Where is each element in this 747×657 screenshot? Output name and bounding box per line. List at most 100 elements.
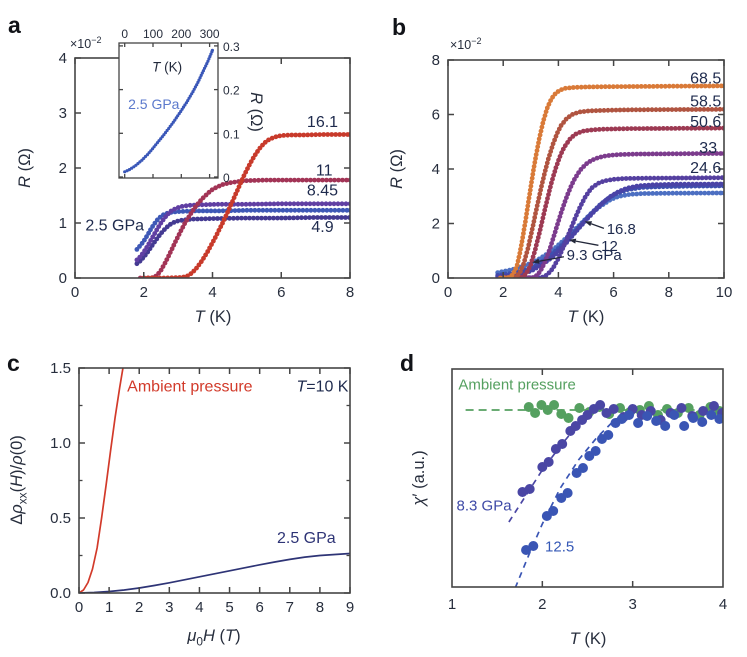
- data-point: [214, 231, 220, 237]
- data-point: [201, 69, 205, 73]
- data-point: [340, 207, 346, 213]
- data-point: [698, 406, 709, 416]
- data-point: [549, 241, 554, 246]
- data-point: [200, 208, 206, 214]
- data-point: [695, 175, 701, 181]
- data-point: [595, 400, 606, 410]
- data-point: [667, 175, 673, 181]
- data-point: [540, 179, 545, 185]
- data-point: [618, 193, 624, 199]
- data-point: [530, 408, 541, 418]
- a_inset-series-2.5-GPa: [123, 48, 214, 174]
- data-point: [662, 151, 668, 157]
- data-point: [520, 235, 526, 240]
- data-point: [272, 207, 278, 213]
- data-point: [527, 238, 532, 244]
- data-point: [268, 207, 274, 213]
- data-point: [209, 52, 213, 56]
- data-point: [528, 234, 533, 240]
- data-point: [602, 84, 608, 90]
- data-point: [517, 250, 523, 256]
- data-point: [522, 257, 528, 263]
- a-y-axis-label: R (Ω): [16, 148, 34, 188]
- a-annotation-3: 4.9: [311, 219, 333, 236]
- data-point: [525, 203, 531, 209]
- data-point: [618, 152, 624, 157]
- data-point: [277, 133, 283, 139]
- b-y-axis-label: R (Ω): [388, 149, 406, 189]
- data-point: [718, 190, 724, 196]
- data-point: [251, 215, 256, 221]
- data-point: [688, 413, 699, 423]
- x-tick-label: 3: [628, 596, 636, 613]
- data-point: [628, 126, 634, 131]
- data-point: [615, 189, 621, 195]
- guide-line: [514, 409, 634, 588]
- data-point: [300, 177, 305, 183]
- data-point: [647, 175, 653, 181]
- data-point: [702, 181, 707, 187]
- data-point: [544, 160, 550, 166]
- data-point: [657, 107, 663, 113]
- data-point: [689, 107, 695, 112]
- y-tick-label: 0.3: [223, 40, 240, 54]
- y-tick-label: 1: [59, 215, 67, 232]
- data-point: [682, 190, 688, 196]
- data-point: [171, 220, 177, 225]
- data-point: [536, 195, 542, 201]
- c-series-layer: [78, 367, 351, 594]
- data-point: [228, 202, 234, 208]
- data-point: [231, 195, 237, 201]
- data-point: [545, 196, 550, 201]
- data-point: [624, 126, 630, 132]
- a-x-axis-label: T (K): [195, 308, 232, 326]
- data-point: [649, 107, 655, 113]
- data-point: [308, 207, 314, 213]
- data-point: [658, 190, 664, 196]
- data-point: [626, 84, 632, 89]
- data-point: [648, 126, 654, 131]
- data-point: [553, 165, 559, 171]
- data-point: [209, 187, 215, 193]
- data-point: [630, 84, 636, 89]
- data-point: [344, 177, 349, 183]
- data-point: [574, 403, 585, 413]
- data-point: [343, 215, 348, 220]
- data-point: [252, 207, 258, 213]
- data-point: [697, 107, 703, 112]
- data-point: [325, 132, 331, 137]
- data-point: [340, 177, 345, 183]
- data-point: [710, 190, 716, 196]
- data-point: [591, 157, 596, 163]
- data-point: [575, 209, 581, 215]
- data-point: [676, 403, 687, 413]
- data-point: [543, 109, 549, 115]
- data-point: [263, 215, 268, 221]
- data-point: [570, 421, 581, 431]
- data-point: [232, 208, 238, 214]
- data-point: [553, 225, 559, 231]
- data-point: [714, 83, 720, 89]
- data-point: [287, 201, 293, 207]
- data-point: [319, 201, 325, 207]
- data-point: [570, 112, 575, 117]
- data-point: [523, 215, 529, 221]
- data-point: [308, 177, 313, 183]
- data-point: [522, 223, 528, 229]
- data-point: [684, 125, 690, 131]
- data-point: [710, 151, 716, 156]
- y-tick-label: 1.5: [50, 360, 71, 377]
- data-point: [198, 259, 204, 265]
- data-point: [529, 230, 534, 236]
- data-point: [343, 201, 349, 207]
- data-point: [534, 148, 540, 154]
- data-point: [299, 201, 305, 207]
- data-point: [260, 207, 266, 213]
- data-point: [219, 201, 225, 207]
- data-point: [288, 207, 294, 213]
- data-point: [519, 239, 525, 244]
- x-tick-label: 8: [346, 284, 354, 301]
- data-point: [557, 214, 563, 220]
- data-point: [596, 180, 602, 186]
- data-point: [532, 160, 538, 165]
